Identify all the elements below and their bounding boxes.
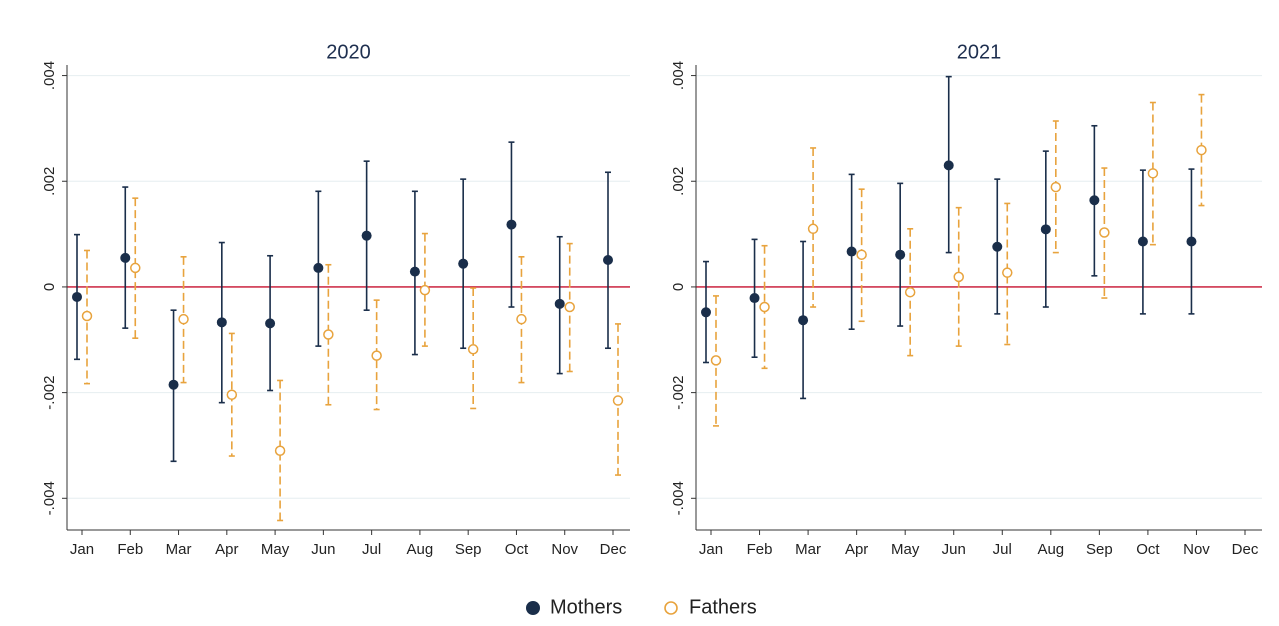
- x-tick-label: Feb: [747, 541, 773, 558]
- point: [1089, 195, 1100, 206]
- point: [178, 313, 189, 325]
- point: [759, 301, 770, 313]
- panel-title: 2020: [326, 41, 371, 63]
- point: [506, 219, 517, 230]
- point: [1147, 168, 1159, 179]
- point: [458, 258, 469, 269]
- x-tick-label: May: [891, 541, 920, 558]
- point: [323, 329, 334, 340]
- point: [856, 249, 867, 260]
- point: [943, 160, 954, 171]
- y-tick-label: -.004: [670, 481, 687, 515]
- point: [1137, 236, 1148, 247]
- point: [216, 317, 227, 328]
- legend-marker: [526, 601, 540, 615]
- point: [798, 315, 809, 326]
- x-tick-label: Nov: [1183, 541, 1210, 558]
- point: [516, 313, 527, 325]
- point: [904, 286, 916, 298]
- x-tick-label: Aug: [407, 541, 434, 558]
- point: [467, 344, 479, 355]
- point: [81, 310, 93, 322]
- x-tick-label: Apr: [215, 541, 238, 558]
- x-tick-label: Dec: [600, 541, 627, 558]
- point: [120, 252, 131, 263]
- panel-title: 2021: [957, 41, 1002, 63]
- x-tick-label: Jan: [70, 541, 94, 558]
- point: [313, 262, 324, 273]
- point: [168, 379, 179, 390]
- point: [1002, 267, 1013, 278]
- x-tick-label: Jul: [362, 541, 381, 558]
- x-tick-label: Apr: [845, 541, 868, 558]
- x-tick-label: Mar: [166, 541, 192, 558]
- point: [1040, 224, 1051, 235]
- point: [846, 246, 857, 257]
- y-tick-label: .002: [41, 167, 58, 196]
- x-tick-label: Nov: [551, 541, 578, 558]
- x-tick-label: Jun: [311, 541, 335, 558]
- point: [992, 241, 1003, 252]
- y-tick-label: -.002: [670, 376, 687, 410]
- point: [749, 293, 760, 304]
- y-tick-label: .002: [670, 167, 687, 196]
- point: [1050, 181, 1062, 193]
- point: [1196, 144, 1207, 156]
- x-tick-label: May: [261, 541, 290, 558]
- y-tick-label: -.002: [41, 376, 58, 410]
- point: [72, 291, 82, 302]
- x-tick-label: Oct: [1136, 541, 1160, 558]
- panel: 2020 -.004 -.002 0 .002 .004 Jan Feb Mar Apr May Ju…: [41, 41, 630, 558]
- x-tick-label: Sep: [1086, 541, 1113, 558]
- point: [226, 389, 238, 400]
- point: [419, 284, 431, 296]
- y-tick-label: .004: [41, 61, 58, 90]
- point: [807, 223, 819, 235]
- legend-label: Mothers: [550, 596, 622, 618]
- point: [612, 395, 624, 406]
- point: [361, 230, 372, 241]
- y-tick-label: -.004: [41, 481, 58, 515]
- point: [274, 445, 286, 456]
- x-tick-label: Dec: [1232, 541, 1259, 558]
- x-tick-label: Jun: [942, 541, 966, 558]
- point: [265, 318, 276, 329]
- point: [564, 301, 575, 313]
- x-tick-label: Oct: [505, 541, 529, 558]
- point: [371, 350, 382, 361]
- y-tick-label: .004: [670, 61, 687, 90]
- y-tick-label: 0: [670, 283, 687, 291]
- point: [554, 298, 565, 309]
- point: [895, 249, 906, 260]
- panel: 2021 -.004 -.002 0 .002 .004 Jan Feb Mar Apr May Ju…: [670, 41, 1262, 558]
- x-tick-label: Aug: [1037, 541, 1064, 558]
- point: [409, 266, 420, 277]
- point: [130, 262, 141, 274]
- point: [603, 254, 613, 265]
- point: [1186, 236, 1197, 247]
- x-tick-label: Mar: [795, 541, 821, 558]
- legend: Mothers Fathers: [526, 596, 757, 618]
- y-tick-label: 0: [41, 283, 58, 291]
- point: [701, 307, 711, 318]
- x-tick-label: Sep: [455, 541, 482, 558]
- x-tick-label: Jul: [993, 541, 1012, 558]
- legend-marker: [664, 601, 678, 615]
- point: [953, 271, 964, 283]
- legend-label: Fathers: [689, 596, 757, 618]
- x-tick-label: Feb: [117, 541, 143, 558]
- point: [1099, 227, 1110, 238]
- x-tick-label: Jan: [699, 541, 723, 558]
- point: [710, 355, 722, 366]
